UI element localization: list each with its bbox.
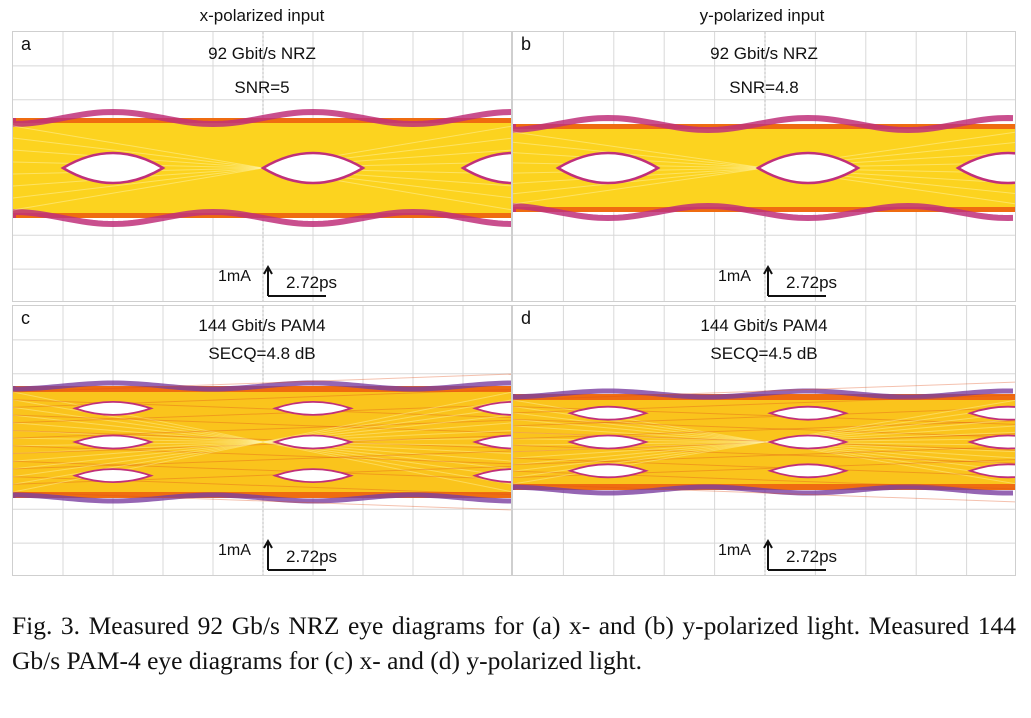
scale-bar-d: 1mA 2.72ps — [718, 538, 878, 574]
figure-caption: Fig. 3. Measured 92 Gb/s NRZ eye diagram… — [12, 611, 1016, 675]
scale-arrow-icon — [263, 264, 326, 297]
scale-arrow-icon — [763, 538, 826, 571]
eye-diagram-c — [13, 306, 511, 575]
scale-bar-c: 1mA 2.72ps — [218, 538, 378, 574]
eye-panel-d: d 144 Gbit/s PAM4 SECQ=4.5 dB 1mA 2.72ps — [512, 305, 1016, 576]
eye-diagram-b — [513, 32, 1015, 301]
scale-arrow-icon — [263, 538, 326, 571]
scale-x-label: 2.72ps — [786, 273, 838, 292]
scale-x-label: 2.72ps — [786, 547, 838, 566]
column-header-x: x-polarized input — [199, 6, 325, 25]
eye-traces — [13, 373, 511, 511]
panel-label-c: c — [21, 308, 30, 328]
scale-y-label: 1mA — [718, 268, 751, 285]
panel-label-d: d — [521, 308, 532, 328]
scale-x-label: 2.72ps — [286, 547, 338, 566]
eye-panel-b: b 92 Gbit/s NRZ SNR=4.8 1mA 2.72ps — [512, 31, 1016, 302]
panel-metric-a: SNR=5 — [234, 78, 290, 97]
eye-diagram-a — [13, 32, 511, 301]
panel-metric-c: SECQ=4.8 dB — [208, 344, 316, 363]
eye-panel-c: c 144 Gbit/s PAM4 SECQ=4.8 dB 1mA 2.72ps — [12, 305, 512, 576]
eye-traces — [513, 381, 1015, 503]
panel-title-d: 144 Gbit/s PAM4 — [700, 316, 828, 335]
panel-metric-b: SNR=4.8 — [729, 78, 799, 97]
eye-panel-a: a 92 Gbit/s NRZ SNR=5 1mA 2.72ps — [12, 31, 512, 302]
scale-y-label: 1mA — [218, 542, 251, 559]
scale-y-label: 1mA — [718, 542, 751, 559]
panel-label-b: b — [521, 34, 532, 54]
panel-label-a: a — [21, 34, 32, 54]
scale-arrow-icon — [763, 264, 826, 297]
panel-title-a: 92 Gbit/s NRZ — [208, 44, 316, 63]
panel-title-c: 144 Gbit/s PAM4 — [198, 316, 326, 335]
eye-diagram-d — [513, 306, 1015, 575]
eye-traces — [13, 108, 511, 228]
panel-title-b: 92 Gbit/s NRZ — [710, 44, 818, 63]
column-header-y: y-polarized input — [699, 6, 825, 25]
scale-bar-b: 1mA 2.72ps — [718, 264, 878, 300]
scale-x-label: 2.72ps — [286, 273, 338, 292]
scale-y-label: 1mA — [218, 268, 251, 285]
scale-bar-a: 1mA 2.72ps — [218, 264, 378, 300]
eye-traces — [513, 114, 1015, 222]
panel-metric-d: SECQ=4.5 dB — [710, 344, 818, 363]
